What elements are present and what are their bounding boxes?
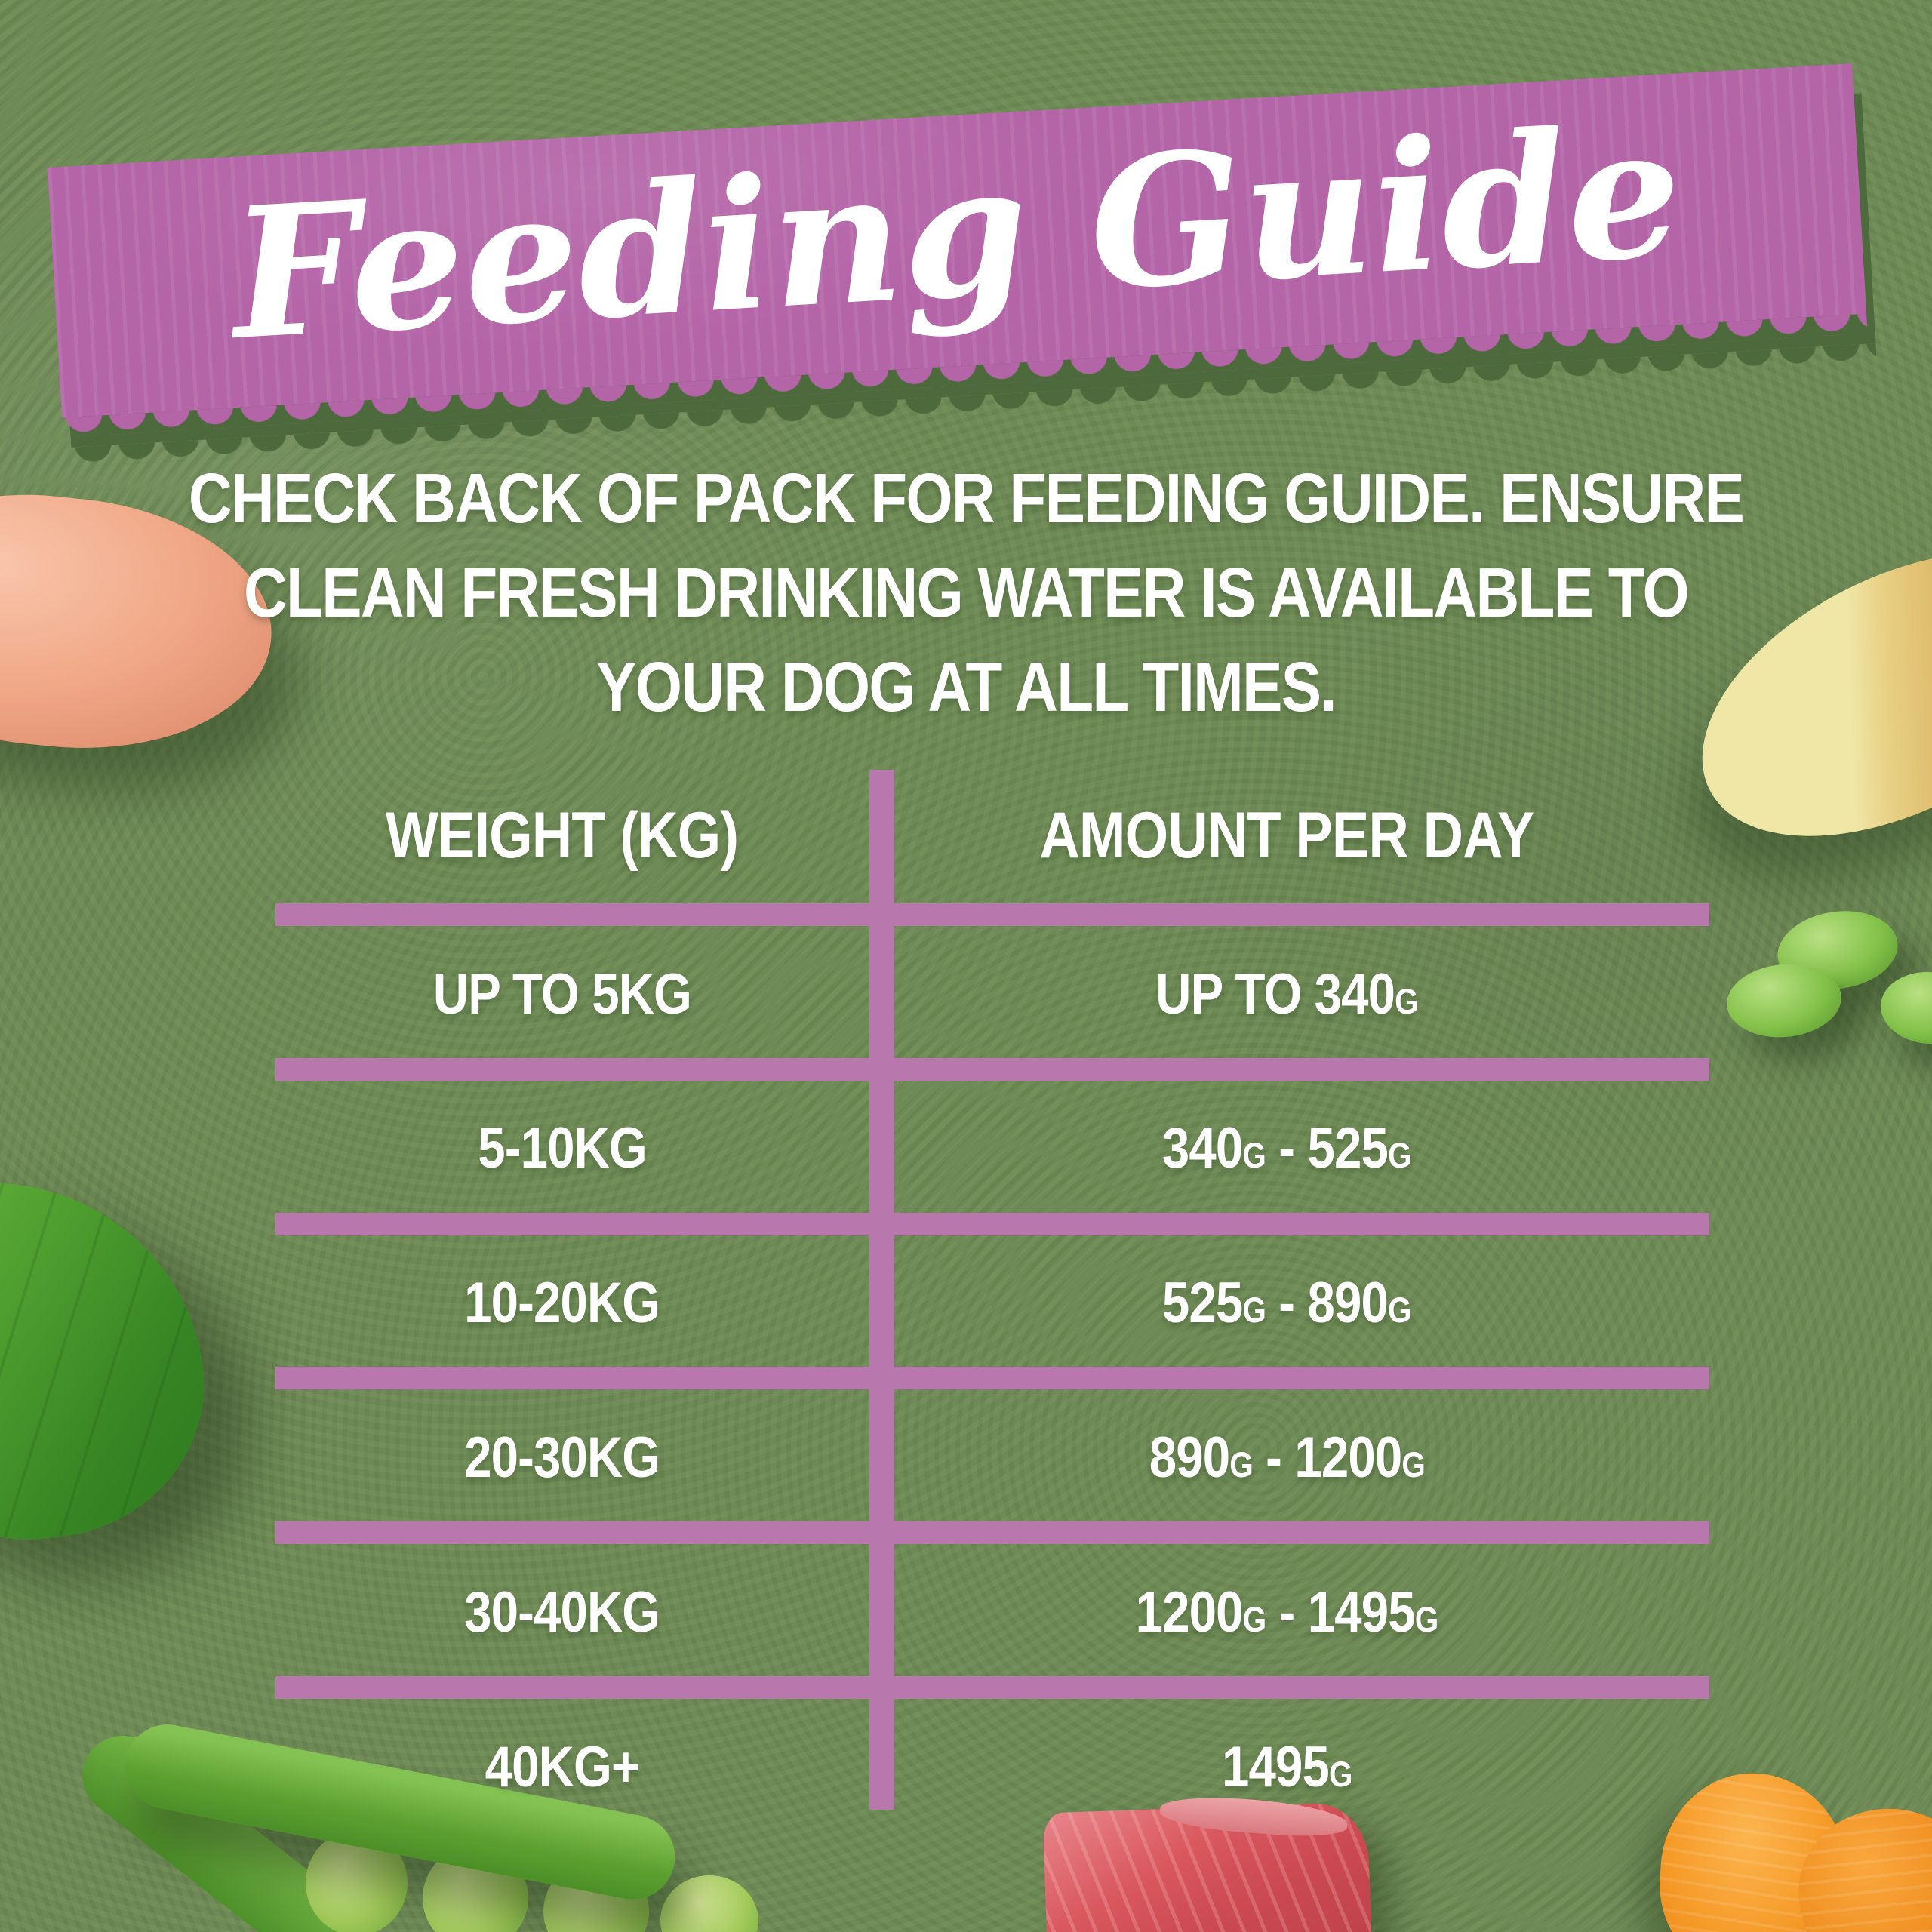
table-row-amount-cell: 340G - 525G (894, 1084, 1679, 1213)
table-row-weight-cell: 20-30KG (275, 1393, 849, 1521)
table-header-weight-label: WEIGHT (KG) (386, 799, 739, 872)
table-divider-vertical (869, 770, 894, 1810)
table-row-weight-cell: 10-20KG (275, 1239, 849, 1367)
table-row-amount-cell: 1200G - 1495G (894, 1548, 1679, 1676)
table-row-weight-cell: 40KG+ (275, 1703, 849, 1831)
amount-value: 340G - 525G (1162, 1116, 1412, 1181)
amount-value: 1495G (1221, 1734, 1352, 1799)
amount-value: 890G - 1200G (1149, 1425, 1425, 1490)
table-row-amount-cell: 1495G (894, 1703, 1679, 1831)
amount-value: UP TO 340G (1155, 961, 1418, 1026)
intro-line: CHECK BACK OF PACK FOR FEEDING GUIDE. EN… (188, 459, 1745, 537)
table-row-amount-cell: 525G - 890G (894, 1239, 1679, 1367)
intro-line: YOUR DOG AT ALL TIMES. (596, 648, 1337, 726)
table-header-amount: AMOUNT PER DAY (894, 774, 1679, 898)
table-row-amount-cell: UP TO 340G (894, 930, 1679, 1058)
table-divider-horizontal (275, 903, 1709, 926)
table-row-weight-cell: 30-40KG (275, 1548, 849, 1676)
weight-value: 40KG+ (485, 1734, 640, 1799)
table-row-weight-cell: 5-10KG (275, 1084, 849, 1213)
table-header-amount-label: AMOUNT PER DAY (1039, 799, 1534, 872)
table-row-weight-cell: UP TO 5KG (275, 930, 849, 1058)
intro-line: CLEAN FRESH DRINKING WATER IS AVAILABLE … (244, 553, 1690, 632)
amount-value: 1200G - 1495G (1135, 1580, 1439, 1644)
table-divider-horizontal (275, 1212, 1709, 1235)
weight-value: 5-10KG (478, 1116, 648, 1181)
table-divider-horizontal (275, 1057, 1709, 1081)
weight-value: 10-20KG (464, 1271, 660, 1336)
amount-value: 525G - 890G (1162, 1271, 1412, 1336)
table-divider-horizontal (275, 1676, 1709, 1699)
table-divider-horizontal (275, 1367, 1709, 1390)
intro-text: CHECK BACK OF PACK FOR FEEDING GUIDE. EN… (0, 451, 1932, 734)
weight-value: UP TO 5KG (432, 961, 692, 1026)
table-header-weight: WEIGHT (KG) (275, 774, 849, 898)
table-divider-horizontal (275, 1521, 1709, 1545)
weight-value: 20-30KG (464, 1425, 660, 1490)
weight-value: 30-40KG (464, 1580, 660, 1644)
pea-pod-image (66, 1717, 758, 1932)
table-row-amount-cell: 890G - 1200G (894, 1393, 1679, 1521)
